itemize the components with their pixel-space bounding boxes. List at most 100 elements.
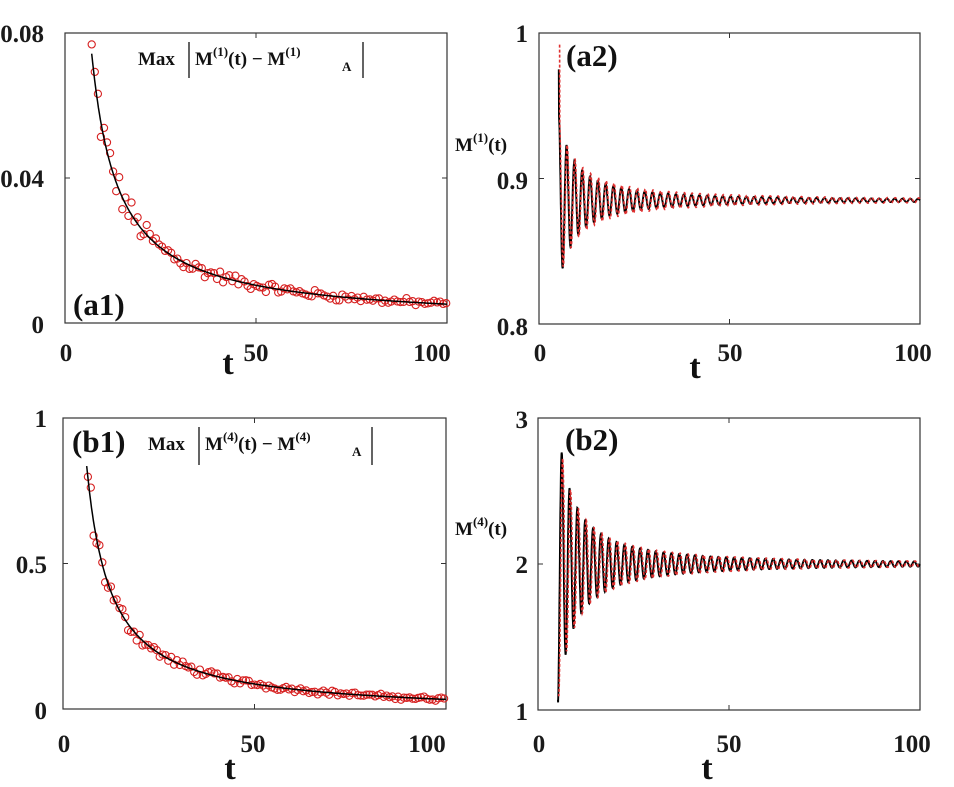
b2-xlabel: t (701, 750, 713, 787)
a1-marker (142, 220, 151, 230)
a1-marker (115, 173, 124, 182)
panel-a2: 1 0.9 0.8 0 50 100 t (a2) M(1)(t) (455, 21, 932, 386)
b1-annotation-prefix: Max (148, 434, 185, 455)
a1-marker (105, 148, 115, 158)
b1-marker (210, 669, 219, 678)
b1-marker (247, 680, 256, 690)
b1-ytick-0: 0 (35, 698, 48, 725)
b2-asymptotic-line (557, 458, 921, 697)
a2-xlabel: t (689, 349, 701, 386)
a1-ann-term-a: M (195, 49, 213, 70)
panel-b2-ticks: 3 2 1 0 50 100 (516, 407, 931, 758)
b1-ann-sub-b: A (352, 444, 362, 459)
a1-ann-sup-b: (1) (285, 44, 300, 59)
a1-xtick-100: 100 (413, 340, 451, 367)
b2-xtick-0: 0 (533, 731, 546, 758)
panel-a1-data (64, 32, 451, 324)
a1-ann-sub-b: A (342, 59, 352, 74)
a1-annotation: Max M(1)(t) − M(1) A (138, 42, 364, 78)
a1-fit-line (90, 53, 447, 305)
b2-numerical-line (556, 452, 921, 703)
b1-marker (233, 674, 242, 684)
a1-xlabel: t (222, 345, 234, 382)
a2-xtick-50: 50 (718, 340, 743, 367)
b1-marker (141, 640, 150, 649)
b1-annotation: Max M(4)(t) − M(4) A (148, 427, 373, 465)
a1-annotation-term: M(1)(t) − M(1) (195, 44, 301, 70)
b2-panel-label: (b2) (565, 422, 618, 457)
panel-b1-data (62, 417, 449, 710)
b1-marker (238, 676, 248, 685)
b1-marker (296, 684, 305, 693)
b1-marker (391, 694, 400, 704)
a2-numerical-line (557, 69, 921, 269)
a1-marker (261, 287, 271, 297)
b1-marker (86, 483, 95, 492)
b2-ytick-1: 1 (516, 699, 529, 726)
b2-ytick-2: 2 (516, 552, 529, 579)
a1-marker (127, 198, 136, 207)
b1-xtick-100: 100 (408, 731, 446, 758)
b1-marker (89, 531, 98, 540)
a1-xtick-0: 0 (60, 340, 73, 367)
a1-marker (286, 284, 295, 293)
a1-marker (215, 267, 225, 276)
a2-panel-label: (a2) (566, 38, 618, 73)
a1-marker (96, 132, 106, 142)
a1-marker (231, 271, 240, 280)
b1-marker (95, 541, 104, 550)
a1-marker (356, 296, 365, 306)
a1-ytick-0: 0 (32, 312, 45, 339)
a2-xtick-100: 100 (894, 340, 932, 367)
a1-marker (102, 138, 112, 147)
b2-xtick-100: 100 (893, 731, 931, 758)
a2-ytick-0.9: 0.9 (497, 168, 528, 195)
b1-ytick-1: 1 (35, 406, 48, 433)
b1-marker (376, 689, 386, 698)
b1-xtick-0: 0 (58, 731, 71, 758)
b1-marker (244, 676, 253, 686)
a1-ytick-0.08: 0.08 (0, 21, 44, 48)
b1-marker (425, 695, 434, 704)
b1-marker (348, 688, 357, 698)
a1-ytick-0.04: 0.04 (0, 166, 44, 193)
a1-xtick-50: 50 (244, 340, 269, 367)
a1-marker (87, 40, 96, 49)
panel-b1-frame (62, 417, 447, 710)
b1-marker (281, 682, 291, 692)
a2-asymptotic-line (558, 44, 921, 267)
b1-marker (261, 684, 271, 693)
panel-a2-data (538, 32, 921, 325)
a2-xtick-0: 0 (534, 340, 547, 367)
a1-ann-arg: (t) − (228, 49, 267, 70)
a1-marker (160, 246, 170, 256)
b1-panel-label: (b1) (72, 424, 125, 459)
a1-annotation-prefix: Max (138, 49, 175, 70)
b2-ylabel: M(4)(t) (455, 514, 507, 540)
b1-ann-term-a: M (205, 434, 223, 455)
a1-marker (99, 123, 109, 133)
b1-ytick-0.5: 0.5 (16, 552, 47, 579)
a2-ytick-0.8: 0.8 (497, 314, 528, 341)
panel-b1-ticks: 1 0.5 0 0 50 100 (16, 406, 446, 758)
b1-marker (158, 650, 167, 659)
a1-marker (90, 67, 99, 77)
b1-fit-line (85, 466, 446, 701)
panel-b1: 1 0.5 0 0 50 100 t (b1) Max M(4)(t) − M(… (16, 406, 449, 787)
a2-ylabel: M(1)(t) (455, 130, 507, 156)
a1-panel-label: (a1) (73, 287, 125, 322)
panel-a2-frame (538, 32, 921, 325)
b1-ann-sup-b: (4) (295, 429, 310, 444)
panel-b2-data (537, 417, 921, 711)
b1-ann-term-b: M (277, 434, 295, 455)
b1-marker (190, 667, 199, 677)
b1-marker (273, 685, 282, 694)
b1-ann-arg: (t) − (238, 434, 277, 455)
a1-marker (118, 205, 127, 214)
a1-ann-sup-a: (1) (213, 44, 228, 59)
a1-ann-term-b: M (267, 49, 285, 70)
b2-xtick-50: 50 (717, 731, 742, 758)
a1-marker (371, 294, 381, 303)
b1-annotation-term: M(4)(t) − M(4) (205, 429, 311, 455)
